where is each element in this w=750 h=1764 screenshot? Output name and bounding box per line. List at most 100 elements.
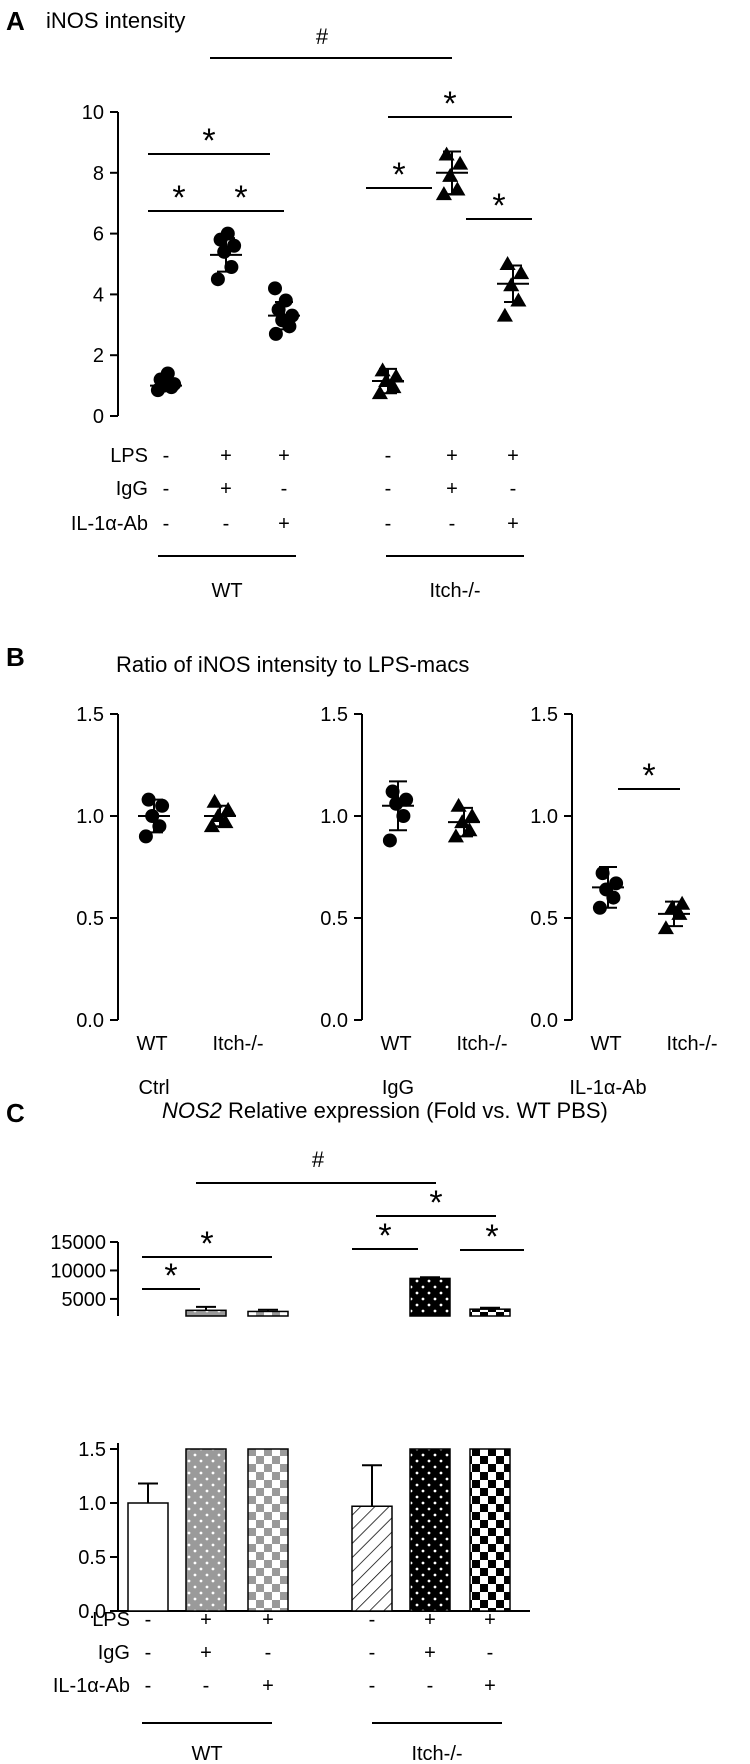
panel-b-x-label: Itch-/-	[212, 1033, 263, 1055]
panel-c-table-sign: +	[484, 1675, 496, 1697]
panel-b-y-tick-label: 0.5	[76, 908, 104, 930]
panel-c-bar	[127, 1502, 169, 1612]
panel-b-point	[399, 792, 414, 807]
panel-c-y-tick-label-lower: 1.5	[78, 1439, 106, 1461]
panel-c-y-tick-label-upper: 5000	[62, 1289, 107, 1311]
panel-a-point	[442, 167, 459, 182]
panel-a-table-sign: +	[446, 445, 458, 467]
panel-c-bar-lower	[247, 1448, 289, 1612]
panel-c-table-sign: -	[203, 1675, 210, 1697]
panel-a-y-tick-label: 6	[93, 224, 104, 246]
panel-c-hash: #	[312, 1147, 325, 1172]
panel-b-y-tick-label: 0.0	[320, 1010, 348, 1032]
panel-b-letter: B	[6, 642, 25, 672]
panel-b-point	[220, 801, 237, 816]
panel-b-y-tick-label: 1.5	[530, 704, 558, 726]
panel-c-table-sign: -	[145, 1675, 152, 1697]
panel-a-y-tick-label: 8	[93, 163, 104, 185]
panel-b-y-tick-label: 1.5	[320, 704, 348, 726]
panel-b-point	[595, 866, 610, 881]
panel-c-sig-itch-ctrl-ab-star: *	[429, 1184, 442, 1222]
panel-a-table-sign: -	[163, 478, 170, 500]
panel-c-table-sign: -	[487, 1642, 494, 1664]
panel-a-table-row-label: IL-1α-Ab	[71, 513, 148, 535]
panel-a-hash: #	[316, 24, 329, 49]
panel-a-table-sign: +	[507, 445, 519, 467]
panel-b-point	[461, 822, 478, 837]
panel-b-point	[396, 809, 411, 823]
panel-a-table-sign: -	[449, 513, 456, 535]
panel-c-table-sign: +	[200, 1609, 212, 1631]
panel-c-title: NOS2 Relative expression (Fold vs. WT PB…	[162, 1098, 608, 1123]
panel-b-subplot: 0.0 0.5 1.0 1.5 WT Itch-/- Ctrl	[76, 704, 263, 1099]
panel-a-condition-table: LPS - + + - + +IgG - + - - + -IL-1α-Ab - - + - - +WT Itch-/…	[71, 445, 524, 602]
panel-c-bar	[351, 1505, 393, 1612]
panel-c-title-rest: Relative expression (Fold vs. WT PBS)	[222, 1098, 608, 1123]
panel-a-table-sign: -	[163, 513, 170, 535]
panel-a-y-tick-label: 2	[93, 345, 104, 367]
panel-a-sig-itch-ctrl-ab-star: *	[443, 85, 456, 123]
panel-a-table-sign: +	[220, 445, 232, 467]
panel-a-table-sign: +	[278, 513, 290, 535]
panel-a-point	[268, 326, 283, 341]
panel-b-title: Ratio of iNOS intensity to LPS-macs	[116, 652, 469, 677]
panel-a-table-row-label: LPS	[110, 445, 148, 467]
panel-c-y-tick-label-upper: 15000	[50, 1232, 106, 1254]
panel-c-bar-lower	[469, 1448, 511, 1612]
panel-a-table-sign: +	[278, 445, 290, 467]
panel-c-sig-itch-ctrl-lps-star: *	[378, 1217, 391, 1255]
panel-c-table-sign: -	[369, 1609, 376, 1631]
panel-b-point	[664, 899, 681, 914]
panel-a-sig-wt-lps-ab-star: *	[234, 179, 247, 217]
panel-b-x-label: Itch-/-	[666, 1033, 717, 1055]
panel-b-y-tick-label: 0.0	[76, 1010, 104, 1032]
panel-a-y-tick-label: 0	[93, 406, 104, 428]
panel-c-sig-wt-ctrl-ab-star: *	[200, 1225, 213, 1263]
panel-c-bar-lower	[185, 1448, 227, 1612]
panel-c-table-sign: -	[369, 1675, 376, 1697]
panel-c-bar-upper	[185, 1309, 227, 1317]
panel-a-table-row-label: IgG	[116, 478, 148, 500]
panel-a-table-sign: -	[281, 478, 288, 500]
panel-b-point	[155, 798, 170, 813]
panel-c-table-sign: -	[427, 1675, 434, 1697]
panel-a-sig-wt-ctrl-ab-star: *	[202, 122, 215, 160]
panel-b-plots: 0.0 0.5 1.0 1.5 WT Itch-/- Ctrl 0.0 0.5 1.0 1.5 WT I…	[76, 704, 717, 1099]
panel-a-table-sign: -	[163, 445, 170, 467]
panel-b-subplot-name: Ctrl	[138, 1077, 169, 1099]
panel-c-table-sign: +	[424, 1642, 436, 1664]
panel-c-table-sign: +	[200, 1642, 212, 1664]
panel-c-y-tick-label-lower: 0.0	[78, 1601, 106, 1623]
panel-b-point	[464, 808, 481, 822]
panel-a-point	[388, 368, 405, 383]
panel-a-plot: 0 2 4 6 8 10 * * * * * *	[82, 85, 532, 428]
panel-c-sig-wt-ctrl-lps-star: *	[164, 1257, 177, 1295]
panel-b-y-tick-label: 0.5	[530, 908, 558, 930]
panel-c-table-sign: +	[424, 1609, 436, 1631]
panel-c-table-row-label: IgG	[98, 1642, 130, 1664]
panel-c-table-sign: -	[145, 1609, 152, 1631]
panel-b-x-label: WT	[380, 1033, 411, 1055]
panel-a-point	[210, 272, 225, 287]
panel-a-point	[224, 260, 239, 275]
panel-a-table-sign: +	[507, 513, 519, 535]
panel-c: C NOS2 Relative expression (Fold vs. WT …	[6, 1098, 608, 1764]
panel-a-table-sign: -	[223, 513, 230, 535]
panel-c-table-group-itch: Itch-/-	[411, 1743, 462, 1764]
panel-b-y-tick-label: 0.5	[320, 908, 348, 930]
panel-c-bar-lower	[409, 1448, 451, 1612]
panel-c-y-tick-label-upper: 10000	[50, 1260, 106, 1282]
panel-a-table-group-wt: WT	[211, 580, 242, 602]
panel-a-point	[452, 155, 469, 170]
panel-a-point	[268, 281, 282, 296]
panel-a-point	[513, 265, 530, 280]
panel-c-table-row-label: IL-1α-Ab	[53, 1675, 130, 1697]
panel-b: B Ratio of iNOS intensity to LPS-macs 0.…	[6, 642, 718, 1099]
panel-b-subplot-name: IL-1α-Ab	[569, 1077, 646, 1099]
panel-a-point	[496, 307, 513, 322]
panel-c-bar-upper	[409, 1277, 451, 1317]
panel-b-y-tick-label: 1.0	[530, 806, 558, 828]
panel-b-point	[657, 920, 674, 935]
